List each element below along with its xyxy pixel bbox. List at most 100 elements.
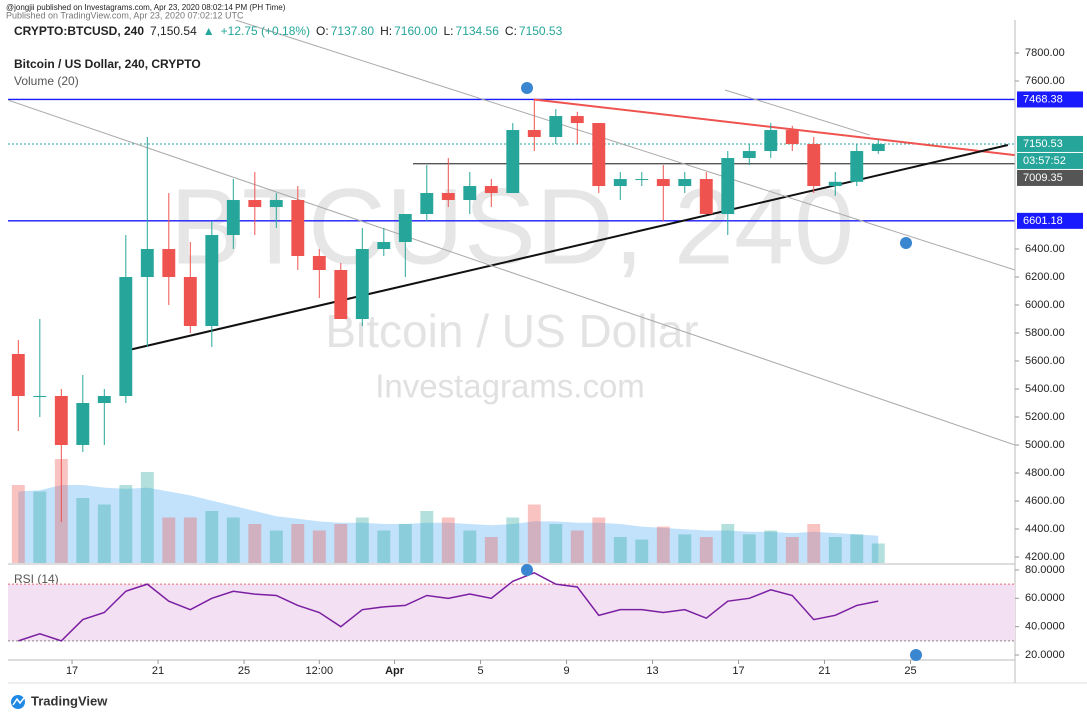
annotation-dots: [521, 82, 922, 661]
volume-bar: [76, 498, 90, 563]
volume-bar: [807, 524, 821, 563]
rsi-tick-label: 40.0000: [1025, 621, 1065, 633]
candle-body: [162, 249, 176, 278]
volume-bar: [269, 530, 283, 563]
volume-bar: [420, 511, 434, 563]
header-text: C:: [505, 24, 517, 38]
symbol-line: CRYPTO:BTCUSD, 240 7,150.54 ▲ +12.75 (+0.18…: [14, 24, 563, 38]
y-tick-label: 5800.00: [1025, 327, 1065, 339]
candle-body: [699, 179, 713, 215]
header-text: CRYPTO:BTCUSD, 240: [14, 24, 144, 38]
candle-body: [355, 249, 369, 320]
volume-bar: [334, 524, 348, 563]
header-text: +12.75 (+0.18%): [221, 24, 310, 38]
candle-body: [226, 200, 240, 236]
volume-bar: [850, 534, 864, 563]
volume-bar: [764, 530, 778, 563]
footer-icon: [11, 695, 25, 709]
candle-body: [140, 249, 154, 278]
candle-body: [807, 144, 821, 187]
candle-body: [850, 151, 864, 182]
candle-body: [97, 395, 111, 403]
volume-bar: [463, 530, 477, 563]
rsi-label: RSI (14): [14, 572, 59, 586]
price-badge: [1017, 212, 1083, 229]
candle-body: [269, 200, 283, 208]
x-tick-label: 21: [152, 665, 164, 677]
header-text: ▲: [203, 24, 215, 38]
candle-body: [506, 130, 520, 194]
x-tick-label: 9: [563, 665, 569, 677]
volume-bar: [484, 537, 498, 563]
volume-bar: [140, 472, 154, 563]
y-tick-label: 6000.00: [1025, 299, 1065, 311]
volume-bar: [398, 524, 412, 563]
volume-bar: [871, 543, 885, 563]
rsi-tick-label: 80.0000: [1025, 564, 1065, 576]
y-tick-label: 6200.00: [1025, 271, 1065, 283]
candle-body: [420, 193, 434, 215]
volume-bar: [742, 534, 756, 563]
volume-bar: [785, 537, 799, 563]
countdown-badge: [1017, 152, 1083, 169]
candle-body: [377, 242, 391, 250]
candle-body: [678, 179, 692, 187]
volume-bar: [613, 537, 627, 563]
x-tick-label: 21: [818, 665, 830, 677]
price-badge-label: 6601.18: [1023, 215, 1063, 227]
candle-body: [205, 235, 219, 327]
y-tick-label: 5400.00: [1025, 383, 1065, 395]
x-tick-label: 5: [477, 665, 483, 677]
volume-bar: [377, 530, 391, 563]
volume-bar: [570, 530, 584, 563]
volume-bar: [699, 537, 713, 563]
volume-bar: [828, 537, 842, 563]
volume-bar: [33, 491, 47, 563]
rsi-band: [8, 584, 1015, 641]
price-badge: [1017, 169, 1083, 186]
header-text: 7160.00: [394, 24, 438, 38]
y-tick-label: 5600.00: [1025, 355, 1065, 367]
volume-ma-area: [18, 485, 879, 563]
y-tick-label: 4800.00: [1025, 467, 1065, 479]
volume-bar: [549, 524, 563, 563]
volume-bar: [312, 530, 326, 563]
y-tick-label: 7800.00: [1025, 47, 1065, 59]
candle-body: [785, 130, 799, 145]
candle-body: [527, 130, 541, 138]
watermark: Bitcoin / US Dollar: [325, 305, 698, 357]
publish-note: Published on TradingView.com, Apr 23, 20…: [6, 10, 244, 20]
y-tick-label: 4400.00: [1025, 523, 1065, 535]
trendline: [235, 20, 1015, 271]
candle-body: [334, 270, 348, 320]
candle-body: [549, 116, 563, 138]
candle-body: [398, 214, 412, 243]
header-text: O:: [316, 24, 329, 38]
candle-body: [76, 402, 90, 445]
volume-bar: [721, 524, 735, 563]
candle-body: [656, 179, 670, 187]
candle-body: [119, 277, 133, 396]
volume-bar: [226, 517, 240, 563]
x-tick-label: 17: [732, 665, 744, 677]
candle-body: [592, 123, 606, 187]
publish-note: @jongjii published on Investagrams.com, …: [6, 3, 286, 12]
volume-bar: [119, 485, 133, 563]
candle-body: [764, 130, 778, 152]
header-text: 7134.56: [456, 24, 500, 38]
x-tick-label: 25: [238, 665, 250, 677]
header-text: 7150.53: [519, 24, 563, 38]
trendline: [533, 98, 1015, 157]
candle-body: [312, 256, 326, 271]
footer: TradingView: [31, 693, 108, 708]
price-badge: [1017, 91, 1083, 108]
candle-body: [248, 200, 262, 208]
candle-body: [635, 179, 649, 181]
watermark: Investagrams.com: [375, 368, 645, 405]
rsi-line: [18, 571, 879, 642]
volume-bar: [527, 504, 541, 563]
candle-body: [484, 186, 498, 194]
volume-bar: [162, 517, 176, 563]
header-text: L:: [444, 24, 454, 38]
